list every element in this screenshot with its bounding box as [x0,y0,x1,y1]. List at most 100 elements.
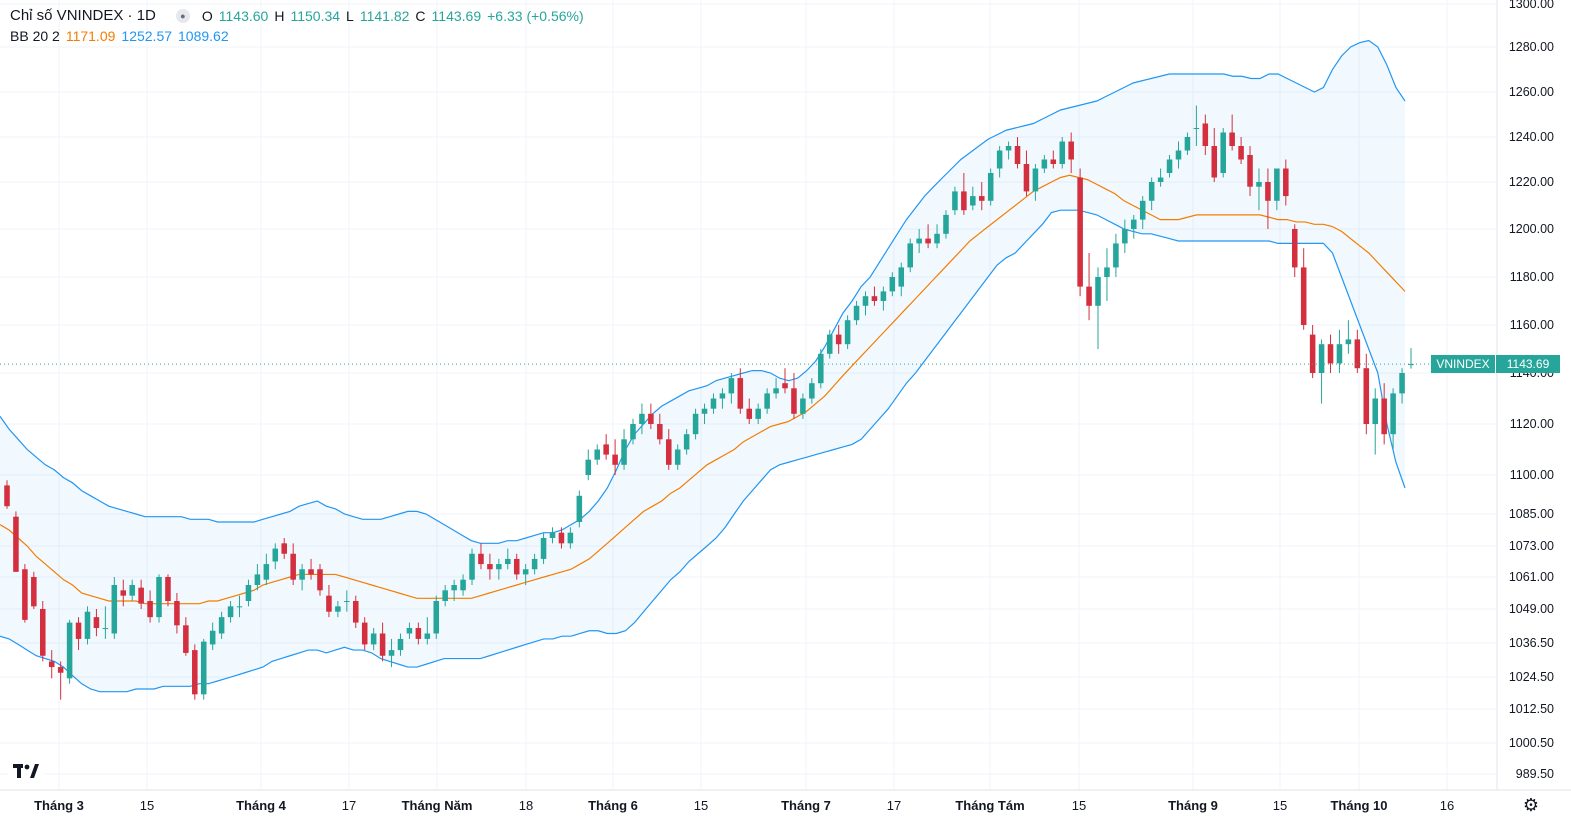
candle [844,315,851,349]
candle-body [522,569,529,575]
candle-body [245,585,252,601]
candle-body [120,590,127,596]
candle [764,388,770,414]
time-tick-label: Tháng 6 [588,798,638,813]
candle [13,511,19,572]
candle [138,579,144,609]
candle-body [1256,182,1262,187]
candle-body [558,532,565,544]
candle-body [898,267,905,287]
candle [639,403,645,435]
candle-body [531,558,538,570]
candle-body [961,191,967,211]
settings-gear-icon[interactable]: ⚙ [1522,794,1540,815]
candle [916,229,922,253]
candle-body [1139,200,1146,220]
candle [388,638,395,668]
candle [478,543,484,570]
candle-body [406,628,413,634]
candle-body [209,630,216,645]
candle [1318,339,1325,404]
candle [1202,114,1209,155]
candle [281,538,287,559]
candle-body [1345,339,1352,345]
price-tick-label: 1300.00 [1509,0,1554,11]
candle [522,564,529,585]
candle-body [254,574,261,585]
candle-body [1354,339,1361,369]
price-tick-label: 1220.00 [1509,175,1554,189]
change-value: +6.33 (+0.56%) [487,8,584,24]
candle-body [48,661,55,668]
candle [835,325,842,354]
candle-body [800,398,806,414]
candle [1265,168,1271,229]
candle [1068,132,1074,173]
candle-body [1193,128,1200,129]
candle-body [487,564,493,570]
candle [630,418,636,445]
price-tick-label: 1240.00 [1509,130,1554,144]
price-axis[interactable]: 1300.00 1280.00 1260.00 1240.00 1220.00 1200.… [1496,0,1554,790]
candle-body [1104,267,1110,277]
candle [344,590,350,612]
candle [397,633,404,656]
candle-body [388,650,395,656]
low-label: L [346,8,354,24]
candle-body [871,296,878,301]
candle-body [853,305,860,321]
candle-body [683,434,690,450]
candle [75,617,82,651]
time-axis[interactable]: Tháng 3 15 Tháng 4 17 Tháng Năm 18 Tháng 6 15 Th… [0,789,1571,813]
candle-body [1148,182,1155,201]
price-tick-label: 1024.50 [1509,670,1554,684]
candle [308,558,314,580]
candle-body [1077,177,1083,287]
candle-body [272,548,279,562]
candle [174,593,180,634]
bb-indicator-label[interactable]: BB 20 2 [10,28,60,44]
candle-body [1229,132,1235,146]
candle [22,564,28,623]
candle-body [818,353,824,384]
candle [192,644,198,700]
candle-body [1113,243,1119,268]
candle-body [674,449,681,465]
candle [567,527,574,549]
candle [84,606,91,645]
candle-body [57,667,64,673]
candle-body [138,587,144,604]
candle [1184,132,1191,155]
candle [31,571,37,609]
chart-legend: Chỉ số VNINDEX · 1D ● O 1143.60 H 1150.34 … [10,6,584,46]
candle [57,661,64,700]
candle-body [397,638,404,651]
candle-body [1247,155,1253,187]
candle-body [442,590,448,601]
candle-body [433,601,440,634]
price-tick-label: 1180.00 [1510,270,1554,284]
candle-body [844,320,851,345]
price-tick-label: 989.50 [1516,767,1554,781]
candle-body [424,633,431,639]
grid-lines [0,0,1497,790]
candle-body [970,196,976,206]
candle [648,403,654,430]
time-tick-label: Tháng 10 [1330,798,1387,813]
candle-body [1131,219,1137,229]
candle-body [93,617,100,629]
candle-body [1175,150,1182,160]
candle-body [809,383,815,399]
candle [907,238,913,273]
candle [755,403,761,424]
candle-body [361,622,368,645]
candle [1113,233,1119,277]
candle [1059,137,1066,169]
candle [236,595,243,618]
candle [1175,141,1182,169]
tradingview-logo-icon[interactable] [8,757,44,785]
candle [451,579,457,601]
candle [200,638,207,700]
symbol-title[interactable]: Chỉ số VNINDEX · 1D [10,7,156,24]
